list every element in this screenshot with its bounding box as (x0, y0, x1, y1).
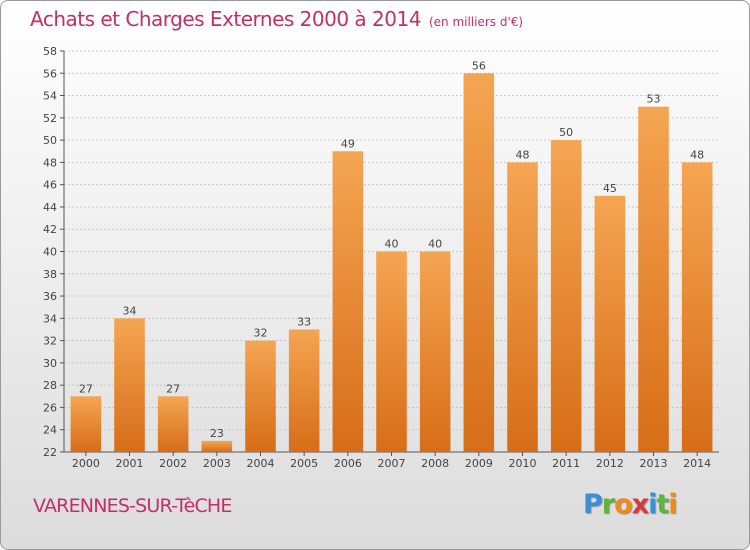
logo-letter: o (614, 489, 633, 520)
bar (201, 440, 233, 452)
y-tick-label: 56 (43, 67, 57, 80)
y-tick-label: 58 (43, 45, 57, 58)
y-tick-label: 50 (43, 134, 57, 147)
y-tick-label: 54 (43, 90, 57, 103)
y-tick-label: 40 (43, 246, 57, 259)
y-tick-label: 28 (43, 379, 57, 392)
y-tick-label: 46 (43, 179, 57, 192)
chart-title: Achats et Charges Externes 2000 à 2014 (e… (30, 7, 523, 31)
bar-value-label: 34 (123, 304, 137, 317)
bar (507, 162, 538, 452)
bar-value-label: 48 (690, 148, 704, 161)
bar-value-label: 40 (385, 238, 399, 251)
chart-subtitle: (en milliers d'€) (428, 15, 524, 29)
x-tick-label: 2013 (640, 457, 668, 470)
x-tick-label: 2005 (290, 457, 318, 470)
y-tick-label: 26 (43, 401, 57, 414)
x-tick-label: 2011 (552, 457, 580, 470)
bar-value-label: 27 (166, 382, 180, 395)
x-tick-label: 2010 (509, 457, 537, 470)
x-tick-label: 2012 (596, 457, 624, 470)
bar (157, 396, 189, 452)
x-tick-label: 2001 (116, 457, 144, 470)
y-tick-label: 24 (43, 424, 57, 437)
logo-letter: i (648, 489, 657, 520)
bar (419, 251, 451, 452)
bar-value-label: 56 (472, 59, 486, 72)
bar-value-label: 23 (210, 427, 224, 440)
y-tick-label: 32 (43, 335, 57, 348)
bar (245, 340, 276, 452)
commune-name: VARENNES-SUR-TèCHE (33, 495, 232, 517)
logo-letter: P (583, 489, 603, 520)
y-tick-label: 36 (43, 290, 57, 303)
logo-letter: t (656, 489, 669, 520)
y-tick-label: 34 (43, 312, 57, 325)
y-tick-label: 44 (43, 201, 57, 214)
bar (463, 73, 495, 453)
y-tick-label: 22 (43, 446, 57, 459)
bar (114, 318, 145, 452)
logo-letter: i (668, 489, 677, 520)
y-tick-label: 30 (43, 357, 57, 370)
bar (638, 106, 669, 452)
x-tick-label: 2002 (159, 457, 187, 470)
bar (332, 151, 364, 452)
bar-value-label: 50 (559, 126, 573, 139)
x-tick-label: 2007 (378, 457, 406, 470)
bar (288, 329, 320, 452)
bar (70, 396, 102, 452)
y-tick-label: 42 (43, 223, 57, 236)
logo-letter: r (601, 489, 615, 520)
proxiti-logo[interactable]: Proxiti (583, 489, 678, 520)
y-tick-label: 48 (43, 156, 57, 169)
x-tick-label: 2014 (683, 457, 711, 470)
chart-title-text: Achats et Charges Externes 2000 à 2014 (30, 7, 421, 31)
logo-letter: x (631, 489, 649, 520)
y-tick-label: 38 (43, 268, 57, 281)
bar (681, 162, 713, 452)
x-tick-label: 2003 (203, 457, 231, 470)
bar-value-label: 40 (428, 238, 442, 251)
x-tick-label: 2000 (72, 457, 100, 470)
bar-value-label: 45 (603, 182, 617, 195)
bar-value-label: 49 (341, 137, 355, 150)
bar (376, 251, 407, 452)
x-tick-label: 2008 (421, 457, 449, 470)
bar-value-label: 48 (516, 148, 530, 161)
bar-value-label: 32 (254, 327, 268, 340)
x-tick-label: 2004 (247, 457, 275, 470)
bar-value-label: 27 (79, 382, 93, 395)
x-tick-label: 2009 (465, 457, 493, 470)
bar-value-label: 53 (647, 93, 661, 106)
x-tick-label: 2006 (334, 457, 362, 470)
bar-value-label: 33 (297, 315, 311, 328)
bar (550, 140, 582, 452)
y-tick-label: 52 (43, 112, 57, 125)
bar (594, 195, 626, 453)
